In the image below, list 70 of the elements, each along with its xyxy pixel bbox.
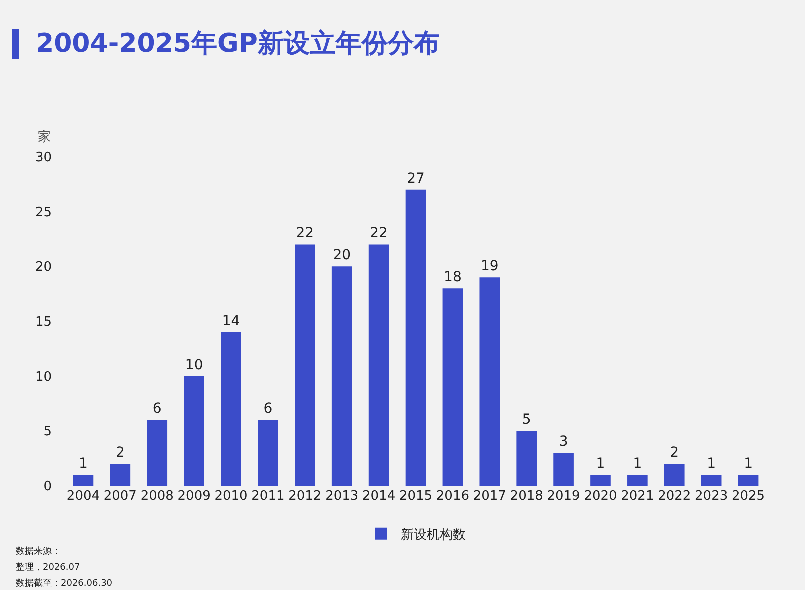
data-label: 5 <box>522 412 532 428</box>
bar <box>738 475 759 486</box>
x-tick-label: 2004 <box>66 489 100 504</box>
data-label: 20 <box>333 248 352 264</box>
y-tick-label: 0 <box>44 480 52 495</box>
bar <box>628 475 648 486</box>
data-label: 10 <box>185 357 204 374</box>
source-note: 数据来源： <box>16 546 61 557</box>
bar <box>147 420 168 486</box>
x-tick-label: 2025 <box>732 489 766 504</box>
bar <box>368 244 390 486</box>
data-label: 27 <box>407 170 425 187</box>
x-tick-label: 2015 <box>399 489 433 504</box>
bar <box>442 288 464 486</box>
legend-label: 新设机构数 <box>401 528 466 543</box>
text: 整理，2026.07 <box>16 562 80 573</box>
x-tick-label: 2020 <box>584 489 618 504</box>
chart-title: 2004-2025年GP新设立年份分布 <box>36 28 440 61</box>
data-label: 22 <box>370 226 388 242</box>
data-label: 1 <box>633 456 642 472</box>
x-tick-label: 2021 <box>621 489 654 504</box>
data-label: 18 <box>444 270 462 286</box>
x-tick-label: 2013 <box>326 489 359 504</box>
data-label: 1 <box>596 456 606 472</box>
x-tick-label: 2018 <box>510 489 544 504</box>
x-tick-label: 2014 <box>362 489 396 504</box>
data-label: 19 <box>480 258 499 275</box>
data-label: 14 <box>222 313 240 330</box>
bar <box>332 266 352 486</box>
bar <box>295 244 316 486</box>
y-tick-label: 20 <box>35 260 52 276</box>
bar <box>590 475 611 486</box>
y-tick-label: 30 <box>35 150 52 166</box>
x-tick-label: 2011 <box>252 489 285 504</box>
bar <box>221 332 242 486</box>
x-tick-label: 2016 <box>436 489 470 504</box>
bar <box>258 420 278 486</box>
bar <box>554 453 574 486</box>
x-tick-label: 2007 <box>104 489 137 504</box>
text: 数据截至：2026.06.30 <box>16 578 113 589</box>
x-tick-label: 2010 <box>214 489 248 504</box>
bar <box>406 190 426 486</box>
bar <box>110 464 131 486</box>
x-tick-label: 2019 <box>547 489 580 504</box>
data-label: 1 <box>744 456 753 472</box>
x-tick-label: 2012 <box>288 489 322 504</box>
data-label: 6 <box>264 401 273 418</box>
y-tick-label: 5 <box>44 424 52 440</box>
data-label: 2 <box>116 445 125 462</box>
bar <box>664 464 685 486</box>
data-label: 22 <box>296 226 314 242</box>
y-tick-label: 25 <box>35 205 52 220</box>
data-label: 6 <box>152 401 162 418</box>
bar <box>184 376 204 486</box>
data-label: 1 <box>707 456 716 472</box>
x-tick-label: 2023 <box>695 489 728 504</box>
x-tick-label: 2017 <box>473 489 506 504</box>
x-tick-label: 2009 <box>178 489 211 504</box>
y-axis-title: 家 <box>38 129 51 145</box>
data-label: 2 <box>670 445 680 462</box>
bar <box>516 431 537 486</box>
y-tick-label: 10 <box>35 370 52 385</box>
x-tick-label: 2022 <box>658 489 692 504</box>
bar <box>73 475 94 486</box>
y-tick-label: 15 <box>35 315 52 330</box>
bar <box>701 475 722 486</box>
data-label: 3 <box>559 434 568 450</box>
data-label: 1 <box>79 456 88 472</box>
x-tick-label: 2008 <box>140 489 174 504</box>
bar <box>480 278 500 486</box>
